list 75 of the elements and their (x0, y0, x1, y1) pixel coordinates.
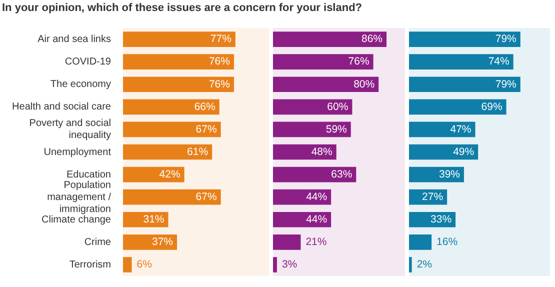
bar (273, 32, 387, 47)
bar (123, 144, 212, 160)
data-label: 80% (354, 78, 375, 90)
bar (273, 122, 351, 138)
data-label: 69% (481, 100, 502, 113)
data-label: 27% (422, 190, 444, 203)
bar (273, 99, 352, 115)
data-label: 79% (495, 33, 516, 46)
data-label: 60% (327, 100, 348, 113)
data-label: 76% (208, 78, 230, 90)
data-label: 49% (453, 146, 474, 158)
bar (123, 234, 178, 250)
data-label: 66% (194, 100, 216, 113)
bar (409, 257, 412, 272)
bar (123, 189, 221, 205)
data-label: 33% (430, 214, 452, 226)
data-label: 74% (488, 56, 510, 68)
y-tick-label: Unemployment (44, 146, 112, 158)
data-label: 76% (348, 56, 370, 68)
bar (409, 32, 520, 47)
bar (273, 54, 374, 70)
data-label: 44% (306, 214, 328, 226)
bar (409, 144, 478, 160)
bar (123, 166, 184, 182)
data-label: 67% (196, 190, 217, 203)
data-label: 48% (311, 146, 332, 158)
y-tick-label: Population management / immigration (47, 180, 112, 215)
data-label: 47% (450, 123, 472, 136)
bar (273, 166, 356, 182)
data-label: 77% (210, 33, 232, 46)
data-label: 39% (438, 168, 460, 180)
y-tick-label: Terrorism (69, 259, 111, 270)
y-tick-label: Health and social care (12, 102, 112, 113)
data-label: 59% (326, 123, 347, 136)
bar (273, 234, 301, 250)
chart-title: In your opinion, which of these issues are a concern for your island? (2, 2, 362, 14)
bar (273, 144, 336, 160)
bar (409, 54, 514, 70)
data-label: 42% (159, 168, 180, 180)
bar (409, 76, 520, 92)
bar (123, 212, 168, 228)
data-label: 44% (306, 190, 328, 203)
y-tick-label: Poverty and social inequality (29, 118, 111, 142)
bar (409, 99, 506, 115)
data-label: 3% (282, 258, 298, 271)
bar (123, 257, 132, 272)
data-label: 76% (208, 56, 230, 68)
y-tick-label: Climate change (42, 214, 112, 226)
data-label: 16% (436, 236, 458, 248)
bar (123, 54, 234, 70)
data-label: 79% (495, 78, 516, 90)
data-label: 2% (416, 258, 432, 271)
data-label: 37% (152, 236, 174, 248)
data-label: 6% (136, 258, 152, 271)
bar (409, 122, 476, 138)
bar (123, 32, 236, 47)
y-tick-label: Air and sea links (38, 34, 111, 46)
y-tick-label: Education (66, 169, 111, 180)
y-tick-label: The economy (50, 79, 111, 90)
data-label: 31% (143, 214, 164, 226)
bar (273, 189, 332, 205)
data-label: 86% (362, 33, 383, 46)
bar (123, 122, 221, 138)
data-label: 21% (306, 236, 327, 248)
bar (409, 234, 432, 250)
bar (273, 76, 379, 92)
bar (273, 212, 332, 228)
data-label: 67% (196, 123, 217, 136)
bar (273, 257, 277, 272)
data-label: 63% (331, 168, 352, 180)
y-tick-label: COVID-19 (64, 56, 112, 68)
bar (123, 99, 220, 115)
data-label: 61% (187, 146, 208, 158)
bar (123, 76, 234, 92)
y-tick-label: Crime (84, 236, 112, 248)
